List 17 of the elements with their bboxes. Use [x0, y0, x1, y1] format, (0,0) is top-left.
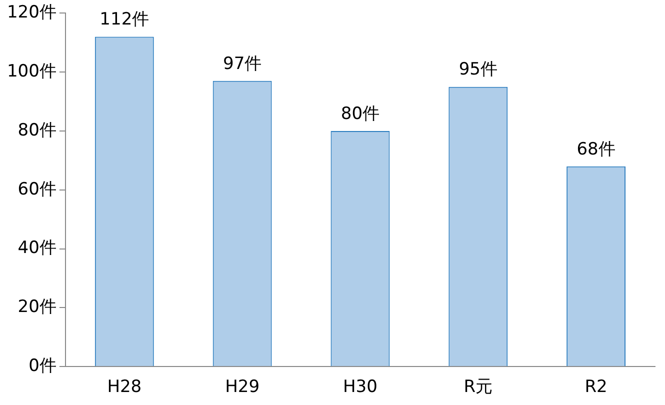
y-tick-label: 80件: [18, 120, 56, 140]
y-tick-label: 20件: [18, 297, 56, 318]
y-tick-label: 40件: [18, 238, 56, 258]
data-label: 112件: [100, 10, 150, 30]
data-label: 68件: [576, 139, 616, 160]
x-tick-label: R元: [464, 377, 493, 398]
y-tick-label: 0件: [28, 356, 56, 376]
y-tick-label: 100件: [6, 62, 56, 82]
data-label: 80件: [340, 104, 380, 124]
y-tick-label: 120件: [6, 2, 56, 23]
data-label: 95件: [458, 60, 498, 80]
x-tick-label: R2: [584, 377, 608, 398]
x-tick-label: H29: [225, 377, 260, 398]
data-label: 97件: [222, 54, 262, 74]
x-tick-label: H30: [343, 377, 378, 398]
y-tick-label: 60件: [18, 179, 56, 200]
x-tick-label: H28: [107, 377, 142, 398]
